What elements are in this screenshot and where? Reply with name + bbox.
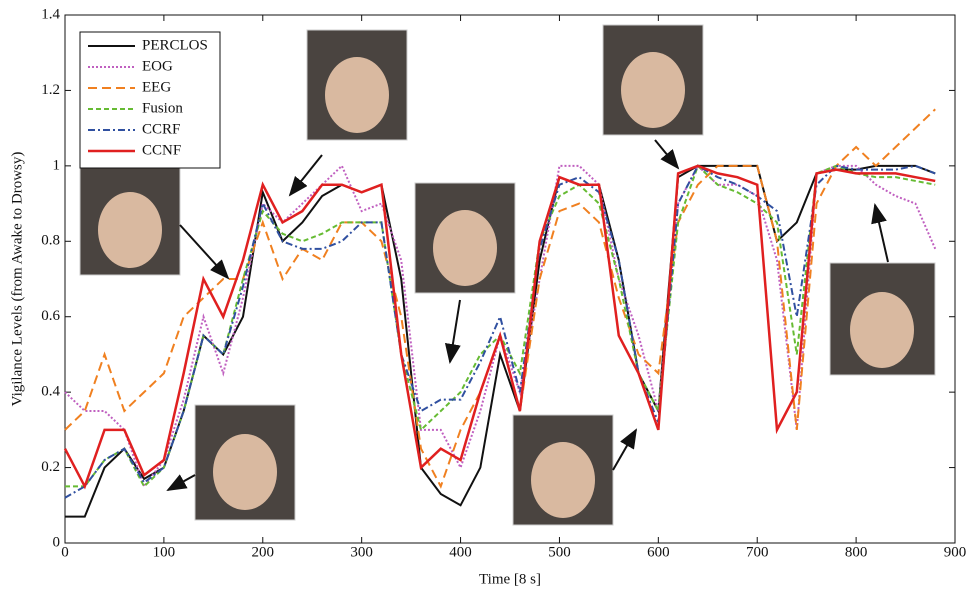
y-tick-label: 0 [53, 534, 61, 550]
x-tick-label: 500 [548, 544, 571, 560]
y-tick-label: 1.2 [41, 82, 60, 98]
series-line [64, 164, 936, 499]
arrow [612, 428, 637, 471]
legend-label: EOG [142, 58, 173, 74]
arrow [288, 154, 323, 197]
arrow [166, 474, 196, 491]
face [850, 292, 914, 368]
x-tick-label: 200 [252, 544, 275, 560]
photos [79, 24, 936, 526]
legend-label: EEG [142, 79, 171, 95]
x-tick-label: 800 [845, 544, 868, 560]
y-tick-label: 0.6 [41, 308, 60, 324]
x-tick-label: 900 [944, 544, 967, 560]
x-tick-label: 700 [746, 544, 769, 560]
plot-frame [64, 14, 956, 544]
arrow [179, 224, 230, 280]
face [433, 210, 497, 286]
legend-label: CCNF [142, 142, 181, 158]
arrow [444, 299, 461, 364]
y-tick-label: 0.2 [41, 459, 60, 475]
legend-label: PERCLOS [142, 37, 208, 53]
y-axis-label: Vigilance Levels (from Awake to Drowsy) [9, 152, 25, 407]
y-tick-label: 1.4 [41, 6, 60, 22]
y-tick-label: 1 [53, 157, 61, 173]
plot-area: 0 100 200 300 400 500 600 700 800 900 0 0.2 0.4 0.6 0.… [41, 6, 966, 560]
x-tick-label: 100 [153, 544, 176, 560]
face [98, 192, 162, 268]
legend-label: Fusion [142, 100, 183, 116]
y-tick-label: 0.4 [41, 384, 60, 400]
arrow [654, 139, 680, 170]
y-tick-label: 0.8 [41, 233, 60, 249]
x-tick-label: 300 [350, 544, 373, 560]
x-axis-label: Time [8 s] [479, 571, 541, 587]
legend-box [79, 31, 221, 169]
series-line [63, 164, 936, 490]
face [213, 434, 277, 510]
x-tick-label: 400 [449, 544, 472, 560]
x-tick-label: 0 [61, 544, 69, 560]
face [325, 57, 389, 133]
arrow [871, 203, 889, 263]
face [531, 442, 595, 518]
legend: PERCLOS EOG EEG Fusion CCRF CCNF [79, 31, 221, 169]
face [621, 52, 685, 128]
x-tick-label: 600 [647, 544, 670, 560]
legend-label: CCRF [142, 121, 180, 137]
